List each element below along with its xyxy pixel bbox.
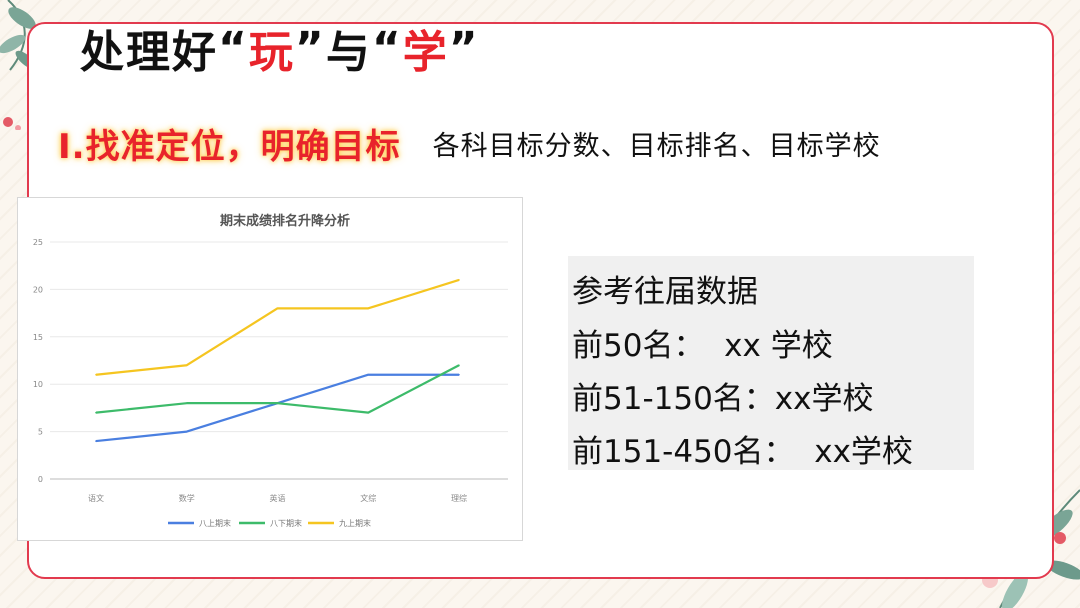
title-close-quote-1: ” [294, 22, 326, 74]
title-open-quote-1: “ [218, 22, 249, 74]
y-tick-label: 10 [33, 380, 43, 389]
y-tick-label: 20 [33, 285, 43, 294]
data-point [276, 402, 279, 404]
legend-label: 八下期末 [270, 518, 302, 528]
data-point [185, 364, 188, 367]
section-description: 各科目标分数、目标排名、目标学校 [432, 130, 881, 162]
data-point [367, 307, 370, 310]
series-line [95, 364, 460, 414]
data-point [367, 373, 370, 376]
data-point [458, 279, 460, 281]
y-tick-label: 15 [33, 333, 43, 342]
x-tick-label: 数学 [179, 493, 195, 503]
legend-label: 九上期末 [339, 518, 371, 528]
reference-line-1: 前50名： xx 学校 [572, 328, 833, 364]
title-close-quote-2: ” [448, 22, 480, 74]
x-tick-label: 文综 [360, 493, 376, 503]
data-point [95, 440, 97, 442]
data-point [95, 411, 97, 414]
data-point [276, 307, 279, 310]
data-point [185, 402, 188, 404]
y-tick-label: 5 [38, 428, 43, 437]
title-word-play: 玩 [248, 27, 295, 78]
rank-chart: 期末成绩排名升降分析 0 5 10 15 20 25 语文 数学 英语 文综 理综八上期末 八下期末 九上… [17, 197, 523, 541]
data-point [367, 411, 370, 414]
reference-data-box: 参考往届数据 前50名： xx 学校 前51-150名：xx学校 前151-45… [568, 256, 974, 470]
legend-label: 八上期末 [199, 518, 231, 528]
data-point [185, 430, 188, 433]
subtitle-row: I.找准定位，明确目标 各科目标分数、目标排名、目标学校 [58, 118, 881, 168]
data-point [458, 373, 460, 376]
title-part-2: 与 [325, 27, 372, 78]
section-heading: I.找准定位，明确目标 [58, 126, 401, 167]
data-point [458, 364, 460, 367]
x-tick-label: 语文 [88, 493, 104, 503]
leaf-decoration-top-left-icon [0, 0, 37, 130]
x-tick-label: 理综 [451, 493, 467, 503]
reference-title: 参考往届数据 [572, 274, 758, 310]
reference-line-2: 前51-150名：xx学校 [572, 381, 874, 417]
chart-title: 期末成绩排名升降分析 [220, 213, 350, 229]
series-line [95, 278, 460, 376]
title-open-quote-2: “ [371, 22, 403, 74]
title-word-study: 学 [402, 27, 449, 78]
x-tick-label: 英语 [270, 493, 286, 503]
slide-title: 处理好 “ 玩 ” 与 “ 学 ” [80, 18, 480, 79]
y-tick-label: 25 [33, 238, 43, 247]
y-tick-label: 0 [38, 475, 43, 484]
data-point [95, 373, 97, 376]
reference-line-3: 前151-450名： xx学校 [572, 434, 913, 470]
title-part-1: 处理好 [80, 27, 218, 78]
